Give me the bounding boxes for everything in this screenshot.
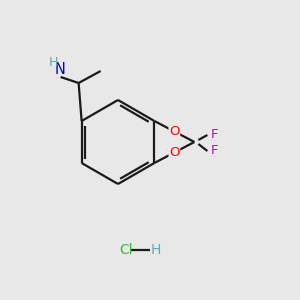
Text: H: H (151, 243, 161, 257)
Text: F: F (210, 145, 218, 158)
Text: O: O (169, 125, 180, 138)
Text: F: F (210, 128, 218, 142)
Text: N: N (54, 62, 65, 77)
Text: H: H (49, 56, 58, 68)
Text: Cl: Cl (119, 243, 133, 257)
Text: O: O (169, 146, 180, 159)
